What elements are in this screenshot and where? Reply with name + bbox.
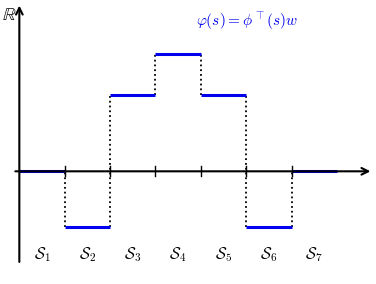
Text: $\varphi(s) = \phi^{\top}(s)w$: $\varphi(s) = \phi^{\top}(s)w$ xyxy=(196,11,298,33)
Text: $\mathbb{R}$: $\mathbb{R}$ xyxy=(2,6,17,24)
Text: $\mathcal{S}_6$: $\mathcal{S}_6$ xyxy=(260,245,277,264)
Text: $\mathcal{S}_2$: $\mathcal{S}_2$ xyxy=(79,245,96,264)
Text: $\mathcal{S}_5$: $\mathcal{S}_5$ xyxy=(215,245,232,264)
Text: $\mathcal{S}_1$: $\mathcal{S}_1$ xyxy=(33,245,50,264)
Text: $\mathcal{S}_3$: $\mathcal{S}_3$ xyxy=(124,245,141,264)
Text: $\mathcal{S}_4$: $\mathcal{S}_4$ xyxy=(169,245,187,264)
Text: $\mathcal{S}_7$: $\mathcal{S}_7$ xyxy=(305,245,323,264)
